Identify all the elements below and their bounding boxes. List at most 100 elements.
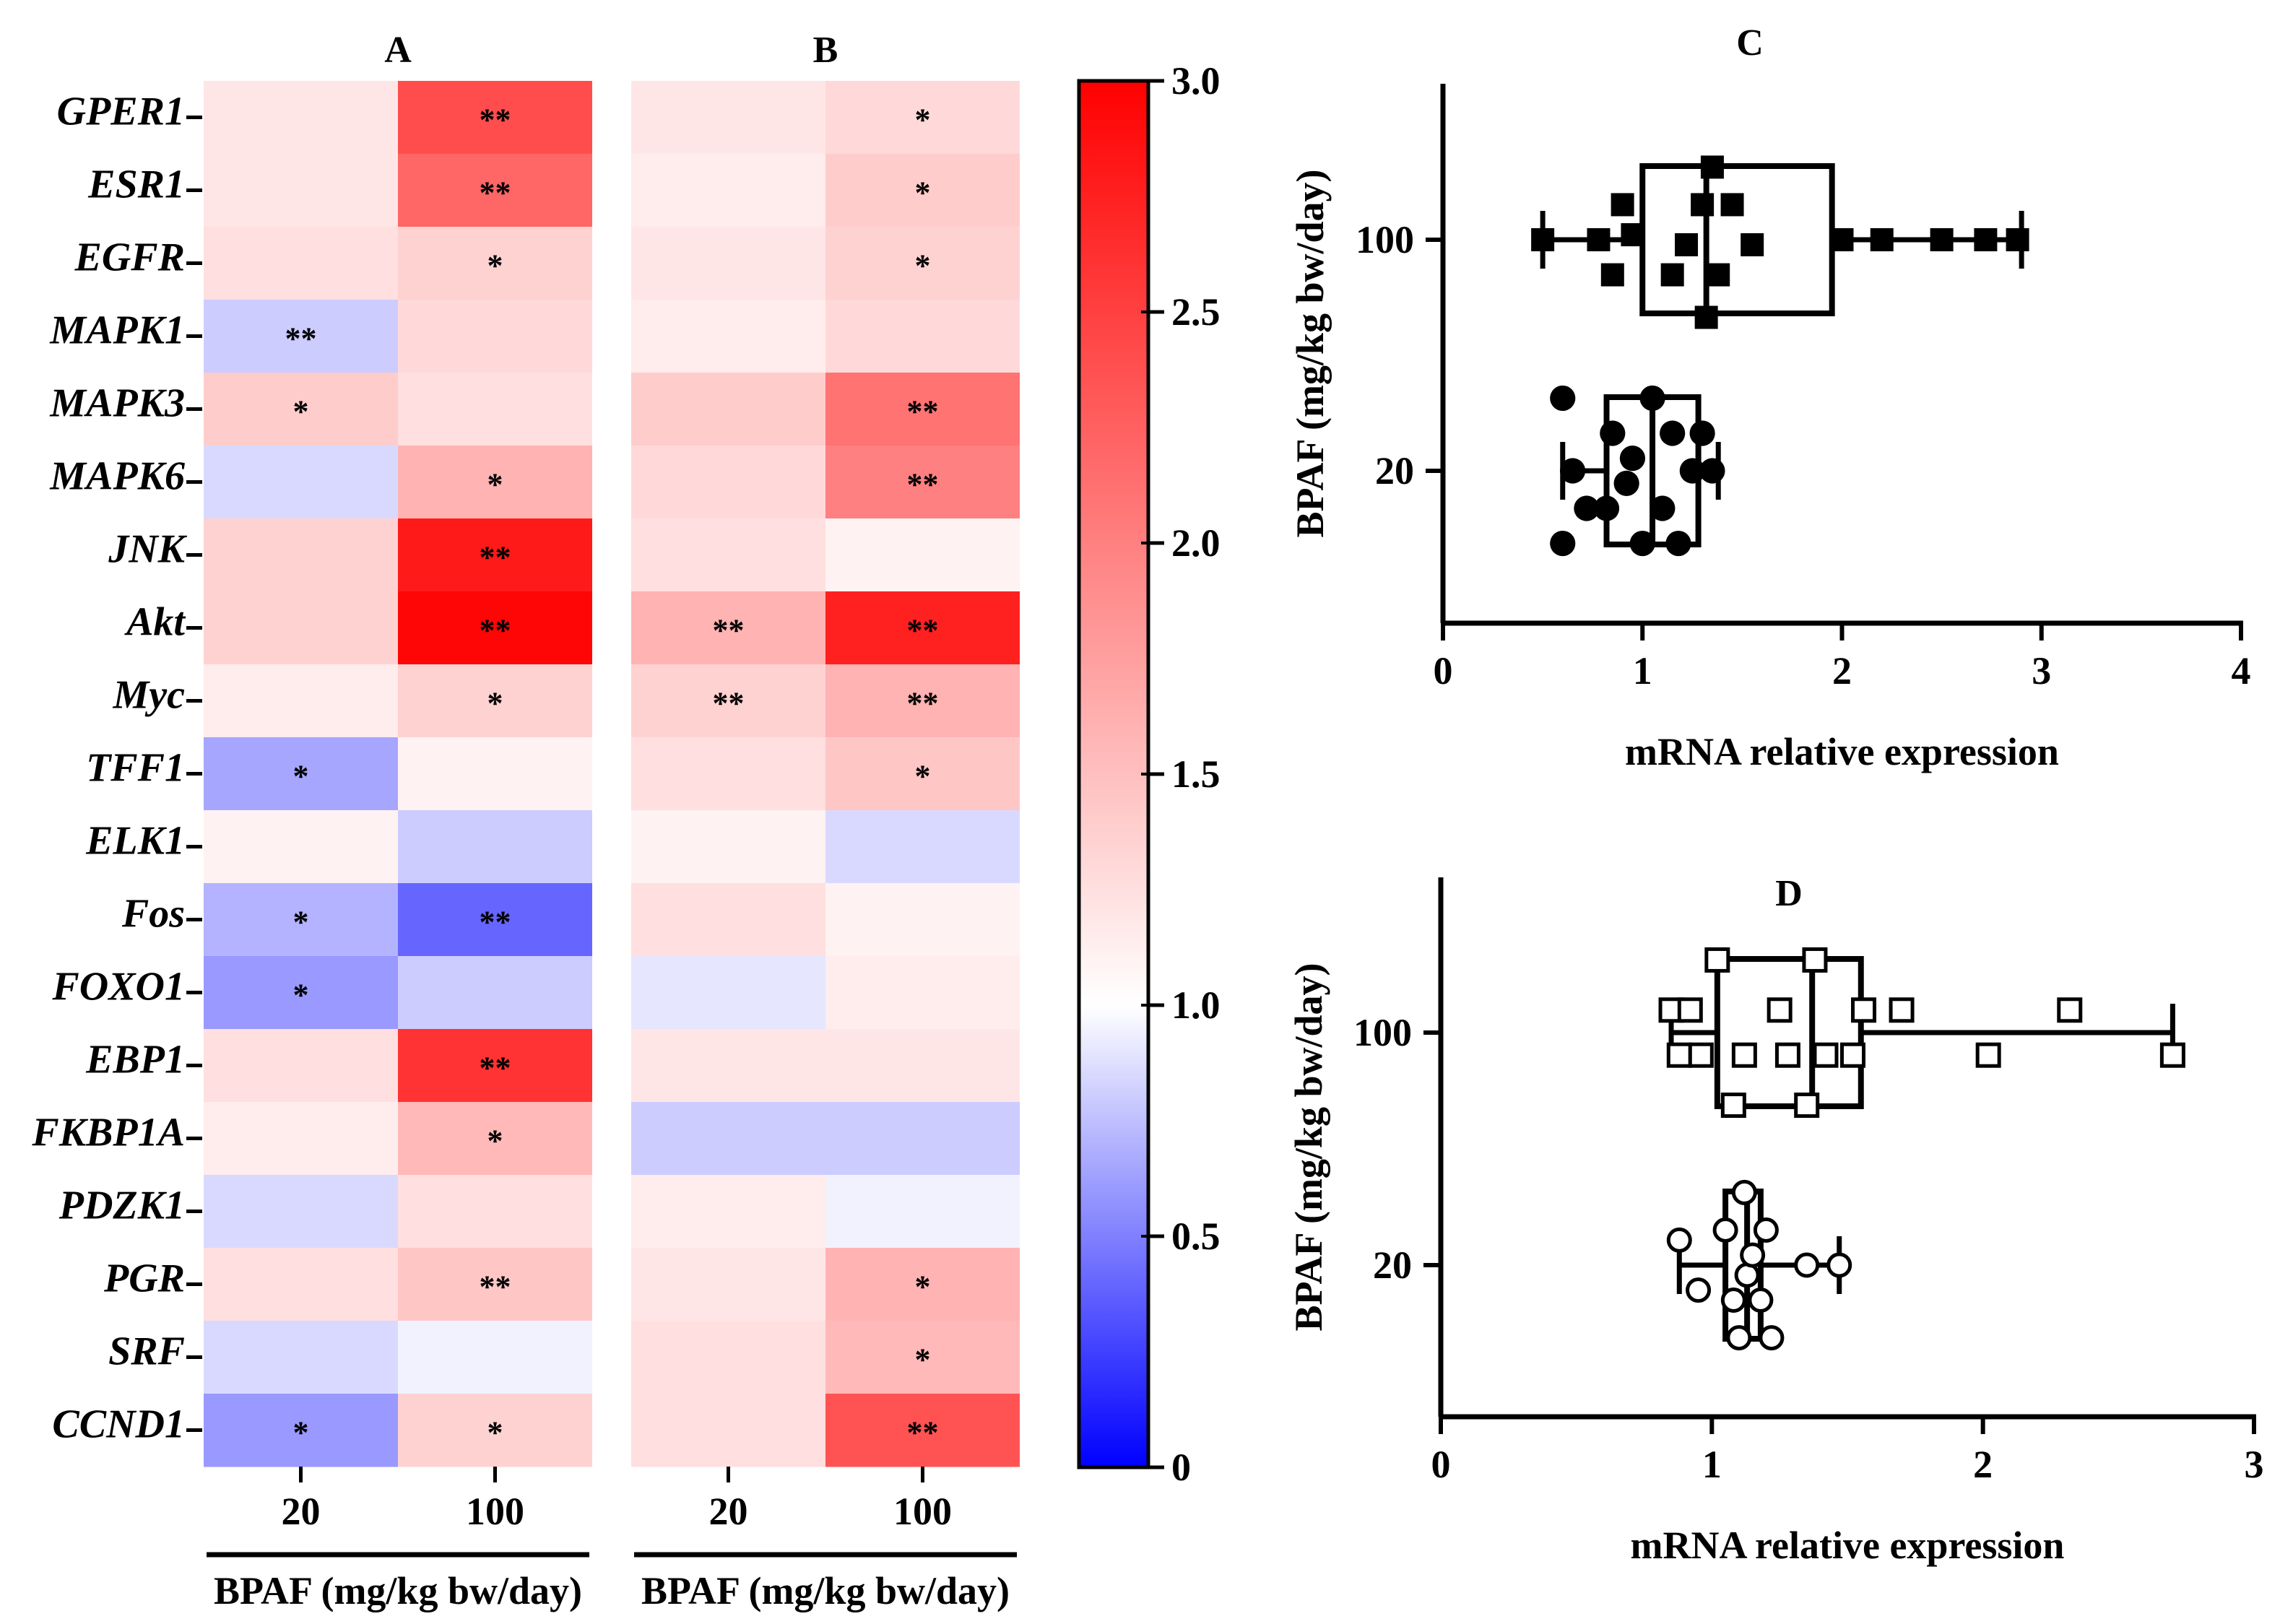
heat-cell-mapk6-20 bbox=[204, 446, 398, 519]
heat-cell-srf-20 bbox=[204, 1321, 398, 1394]
heat-cell-mapk3-100 bbox=[825, 373, 1020, 446]
heat-cell-tff1-100 bbox=[825, 737, 1020, 811]
gene-label-tff1: TFF1 bbox=[86, 746, 185, 791]
colorbar-tick-label: 0 bbox=[1171, 1446, 1191, 1489]
data-point bbox=[1767, 997, 1793, 1023]
significance-label: ** bbox=[713, 686, 745, 721]
y-tick-label-20: 20 bbox=[1373, 1243, 1412, 1287]
x-tick-label-20: 20 bbox=[709, 1490, 748, 1533]
gene-label-fos: Fos bbox=[121, 892, 185, 937]
colorbar-tick-label: 2.5 bbox=[1171, 290, 1221, 334]
data-point bbox=[1734, 1262, 1760, 1288]
heat-cell-jnk-20 bbox=[204, 518, 398, 592]
heat-cell-mapk3-20 bbox=[631, 373, 825, 446]
significance-label: * bbox=[915, 759, 931, 794]
x-tick-label-0: 0 bbox=[1434, 649, 1453, 692]
data-point bbox=[1550, 385, 1576, 412]
data-point bbox=[1720, 193, 1744, 217]
data-point bbox=[1660, 420, 1686, 446]
significance-label: * bbox=[915, 1269, 931, 1305]
heat-cell-mapk1-20 bbox=[204, 300, 398, 373]
data-point bbox=[1975, 1042, 2001, 1068]
heat-cell-fkbp1a-100 bbox=[398, 1102, 592, 1176]
data-point bbox=[1974, 228, 1998, 251]
significance-label: ** bbox=[713, 613, 745, 648]
data-point bbox=[1826, 1252, 1852, 1278]
heat-cell-foxo1-20 bbox=[204, 956, 398, 1030]
heat-cell-gper1-100 bbox=[825, 81, 1020, 155]
x-tick-label-20: 20 bbox=[282, 1490, 321, 1533]
significance-label: * bbox=[293, 759, 309, 794]
panel-title-d: D bbox=[1775, 873, 1803, 914]
data-point bbox=[1720, 1288, 1746, 1313]
heat-cell-elk1-100 bbox=[398, 810, 592, 884]
heat-cell-mapk6-20 bbox=[631, 446, 825, 519]
heat-cell-egfr-20 bbox=[204, 227, 398, 300]
data-point bbox=[1700, 155, 1724, 179]
heat-cell-tff1-100 bbox=[398, 737, 592, 811]
data-point bbox=[1675, 233, 1699, 256]
data-point bbox=[1629, 530, 1655, 557]
data-point bbox=[1930, 228, 1954, 251]
data-point bbox=[1731, 1179, 1757, 1205]
data-point bbox=[1600, 420, 1626, 446]
heat-cell-ccnd1-20 bbox=[204, 1394, 398, 1467]
data-point bbox=[1650, 495, 1676, 521]
data-point bbox=[1559, 458, 1586, 484]
x-tick-label-1: 1 bbox=[1633, 649, 1652, 692]
heat-cell-srf-100 bbox=[825, 1321, 1020, 1394]
data-point bbox=[1851, 997, 1877, 1023]
heat-cell-fos-100 bbox=[398, 883, 592, 957]
gene-label-ebp1: EBP1 bbox=[85, 1038, 185, 1082]
significance-label: * bbox=[487, 467, 503, 503]
x-tick-label-0: 0 bbox=[1431, 1443, 1451, 1486]
data-point bbox=[1840, 1042, 1866, 1068]
data-point bbox=[1611, 193, 1634, 217]
heat-cell-ebp1-100 bbox=[825, 1029, 1020, 1103]
heat-cell-tff1-20 bbox=[631, 737, 825, 811]
data-point bbox=[1794, 1093, 1820, 1119]
gene-label-srf: SRF bbox=[108, 1329, 185, 1374]
data-point bbox=[1686, 1277, 1712, 1303]
heat-cell-elk1-20 bbox=[204, 810, 398, 884]
significance-label: ** bbox=[907, 613, 939, 648]
gene-label-akt: Akt bbox=[124, 600, 186, 645]
significance-label: * bbox=[915, 103, 931, 138]
colorbar-tick-label: 1.5 bbox=[1171, 752, 1221, 796]
gene-label-egfr: EGFR bbox=[74, 235, 186, 280]
colorbar-bar bbox=[1077, 79, 1150, 1469]
data-point bbox=[1593, 495, 1620, 521]
significance-label: ** bbox=[480, 905, 511, 940]
data-point bbox=[1774, 1042, 1800, 1068]
significance-label: * bbox=[915, 1342, 931, 1378]
x-tick-label-100: 100 bbox=[893, 1490, 952, 1533]
data-point bbox=[1741, 233, 1764, 256]
data-point bbox=[1531, 228, 1555, 251]
heat-cell-mapk1-100 bbox=[398, 300, 592, 373]
significance-label: * bbox=[293, 394, 309, 430]
significance-label: * bbox=[915, 248, 931, 284]
gene-label-foxo1: FOXO1 bbox=[51, 965, 185, 1009]
data-point bbox=[1704, 947, 1730, 973]
data-point bbox=[1699, 458, 1725, 484]
heat-cell-fos-100 bbox=[825, 883, 1020, 957]
heat-cell-mapk6-100 bbox=[825, 446, 1020, 519]
heat-cell-esr1-20 bbox=[631, 154, 825, 227]
heat-cell-mapk3-100 bbox=[398, 373, 592, 446]
significance-label: * bbox=[293, 1415, 309, 1451]
x-axis-label: BPAF (mg/kg bw/day) bbox=[641, 1569, 1010, 1612]
gene-label-elk1: ELK1 bbox=[85, 819, 185, 864]
data-point bbox=[1712, 1217, 1738, 1243]
significance-label: * bbox=[487, 248, 503, 284]
data-point bbox=[1889, 997, 1915, 1023]
heat-cell-myc-20 bbox=[631, 664, 825, 738]
heat-cell-elk1-20 bbox=[631, 810, 825, 884]
heat-cell-fos-20 bbox=[204, 883, 398, 957]
data-point bbox=[1689, 420, 1715, 446]
boxplot-d: D 0 1 2 3 mRNA relative expression BPAF (mg/kg… bbox=[1287, 873, 2264, 1567]
heat-cell-esr1-100 bbox=[398, 154, 592, 227]
box-iqr bbox=[1714, 956, 1864, 1109]
heat-cell-ebp1-100 bbox=[398, 1029, 592, 1103]
heat-cell-myc-100 bbox=[398, 664, 592, 738]
significance-label: * bbox=[487, 686, 503, 721]
